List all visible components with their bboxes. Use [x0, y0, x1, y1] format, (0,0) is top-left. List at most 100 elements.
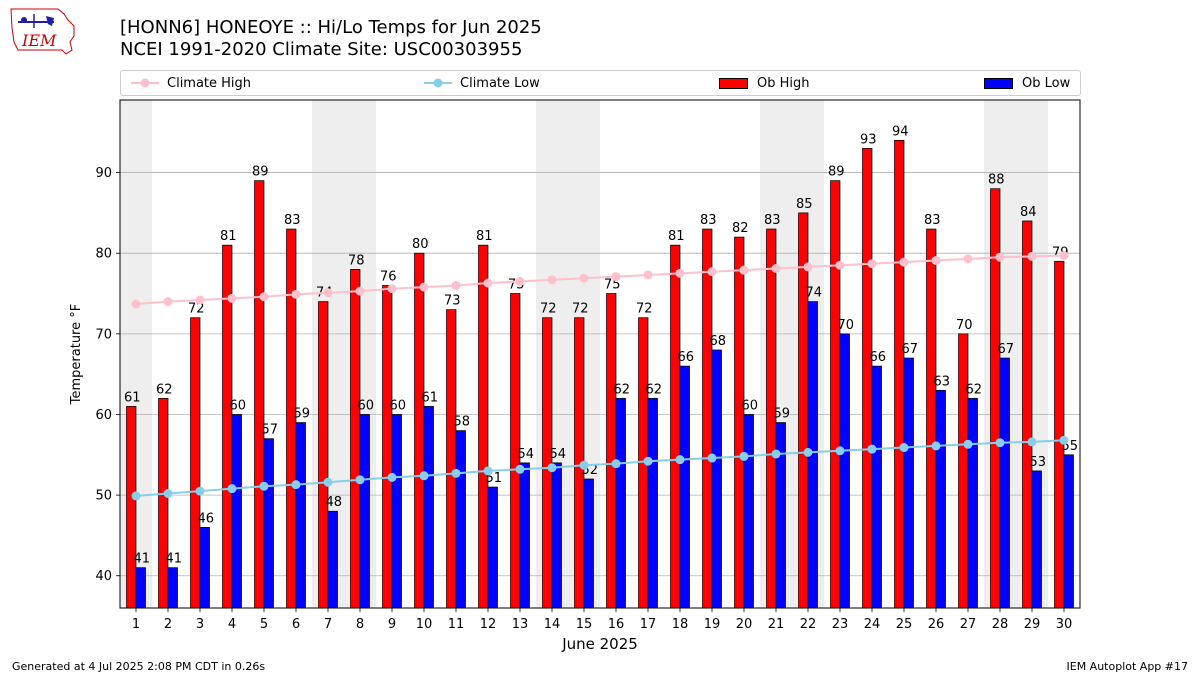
ob-low-bar [679, 365, 690, 609]
x-tick-label: 12 [480, 617, 497, 632]
ob-high-bar [414, 252, 425, 609]
climate-low-point [675, 455, 685, 465]
ob-high-bar-label: 73 [444, 294, 461, 309]
ob-high-bar [254, 180, 265, 609]
climate-low-point [547, 463, 557, 473]
legend-ob-low: Ob Low [984, 71, 1070, 95]
ob-high-bar [446, 309, 457, 609]
ob-high-bar [478, 244, 489, 609]
climate-low-point [387, 472, 397, 482]
footer-generated: Generated at 4 Jul 2025 2:08 PM CDT in 0… [12, 660, 266, 673]
ob-high-bar [606, 293, 617, 609]
ob-low-bar [1031, 470, 1042, 609]
x-axis-label: June 2025 [561, 635, 638, 653]
ob-high-bar-label: 81 [668, 229, 685, 244]
climate-high-point [995, 252, 1005, 262]
climate-low-point [291, 480, 301, 490]
climate-high-point [739, 265, 749, 275]
ob-high-bar [670, 244, 681, 609]
ob-high-bar [318, 301, 329, 609]
ob-high-bar [702, 228, 713, 609]
ob-low-bar [1063, 454, 1074, 609]
climate-low-point [355, 475, 365, 485]
ob-low-bar [743, 414, 754, 609]
climate-low-point [131, 491, 141, 501]
x-tick-label: 10 [416, 617, 433, 632]
y-tick-label: 90 [95, 166, 112, 181]
ob-low-bar-label: 54 [517, 447, 534, 462]
ob-low-bar [167, 567, 178, 609]
climate-high-point [483, 278, 493, 288]
climate-high-point [771, 264, 781, 274]
climate-low-point [515, 464, 525, 474]
climate-high-point [1059, 251, 1069, 261]
ob-low-bar [999, 357, 1010, 609]
legend-ob-low-marker [984, 78, 1013, 89]
ob-high-bar [734, 236, 745, 609]
ob-low-bar [359, 414, 370, 609]
ob-low-bar-label: 60 [741, 398, 758, 413]
ob-high-bar-label: 83 [700, 213, 717, 228]
ob-high-bar [1054, 260, 1065, 609]
ob-high-bar [542, 317, 553, 609]
climate-high-point [259, 292, 269, 302]
y-tick-label: 70 [95, 327, 112, 342]
ob-low-bar [583, 478, 594, 609]
ob-high-bar-label: 72 [572, 302, 589, 317]
climate-high-point [707, 267, 717, 277]
ob-high-bar [350, 268, 361, 609]
climate-low-point [867, 444, 877, 454]
ob-low-bar [327, 510, 338, 609]
ob-high-bar [798, 212, 809, 609]
climate-low-point [1027, 437, 1037, 447]
climate-low-point [195, 486, 205, 496]
x-tick-label: 6 [292, 617, 300, 632]
climate-high-point [387, 284, 397, 294]
ob-high-bar-label: 81 [220, 229, 237, 244]
ob-high-bar-label: 72 [636, 302, 653, 317]
climate-high-point [195, 295, 205, 305]
climate-high-point [419, 282, 429, 292]
climate-high-point [291, 289, 301, 299]
legend-ob-high: Ob High [719, 71, 810, 95]
climate-low-point [931, 441, 941, 451]
ob-high-bar-label: 83 [764, 213, 781, 228]
climate-high-point [547, 275, 557, 285]
ob-low-bar-label: 48 [325, 495, 342, 510]
x-tick-label: 13 [512, 617, 529, 632]
ob-low-bar-label: 41 [133, 552, 150, 567]
ob-low-bar [967, 397, 978, 609]
ob-high-bar [926, 228, 937, 609]
chart-title: [HONN6] HONEOYE :: Hi/Lo Temps for Jun 2… [120, 17, 542, 38]
legend-ob-high-label: Ob High [757, 75, 810, 91]
ob-high-bar-label: 62 [156, 382, 173, 397]
ob-low-bar-label: 62 [645, 382, 662, 397]
ob-low-bar-label: 59 [293, 407, 310, 422]
chart-legend: Climate High Climate Low Ob High Ob Low [120, 70, 1081, 96]
footer-app: IEM Autoplot App #17 [1066, 660, 1189, 673]
legend-climate-low: Climate Low [424, 71, 540, 95]
ob-high-bar [158, 397, 169, 609]
climate-high-point [579, 273, 589, 283]
ob-high-bar-label: 70 [956, 318, 973, 333]
climate-low-point [451, 468, 461, 478]
climate-low-point [835, 446, 845, 456]
climate-high-point [355, 286, 365, 296]
climate-low-line [135, 439, 1065, 497]
ob-high-bar [958, 333, 969, 609]
climate-high-point [963, 254, 973, 264]
ob-low-bar-label: 57 [261, 423, 278, 438]
climate-high-point [515, 276, 525, 286]
y-tick-label: 40 [95, 569, 112, 584]
climate-low-point [643, 456, 653, 466]
legend-climate-high: Climate High [131, 71, 251, 95]
x-tick-label: 3 [196, 617, 204, 632]
ob-low-bar [551, 462, 562, 609]
ob-high-bar-label: 72 [540, 302, 557, 317]
climate-high-point [675, 268, 685, 278]
ob-low-bar-label: 61 [421, 390, 438, 405]
ob-low-bar-label: 66 [677, 350, 694, 365]
x-tick-label: 21 [768, 617, 785, 632]
climate-low-point [771, 449, 781, 459]
